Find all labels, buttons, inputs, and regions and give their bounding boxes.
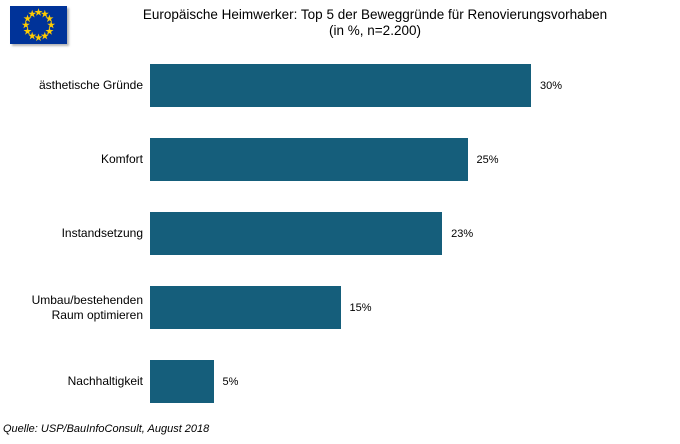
chart-title-line2: (in %, n=2.200) (329, 23, 421, 38)
bar-chart: ästhetische Gründe 30% Komfort 25% Instandse… (0, 64, 680, 403)
category-label: ästhetische Gründe (38, 78, 143, 92)
chart-row: ästhetische Gründe 30% (0, 64, 680, 107)
eu-flag-icon (10, 6, 67, 44)
category-label: Umbau/bestehenden Raum optimieren (31, 292, 143, 322)
bar (150, 212, 443, 255)
chart-title-line1: Europäische Heimwerker: Top 5 der Bewegg… (142, 7, 608, 22)
category-label: Nachhaltigkeit (67, 374, 143, 388)
chart-row: Instandsetzung 23% (0, 212, 680, 255)
bar (150, 138, 468, 181)
value-label: 15% (349, 301, 372, 314)
category-label: Instandsetzung (61, 226, 143, 240)
value-label: 5% (222, 375, 239, 388)
source-note: Quelle: USP/BauInfoConsult, August 2018 (3, 423, 210, 435)
chart-row: Nachhaltigkeit 5% (0, 360, 680, 403)
category-label: Komfort (100, 152, 143, 166)
chart-row: Umbau/bestehenden Raum optimieren 15% (0, 286, 680, 329)
value-label: 23% (451, 227, 474, 240)
chart-header: Europäische Heimwerker: Top 5 der Bewegg… (0, 0, 680, 46)
chart-row: Komfort 25% (0, 138, 680, 181)
bar (150, 286, 341, 329)
value-label: 30% (540, 79, 563, 92)
bar (150, 360, 214, 403)
chart-title: Europäische Heimwerker: Top 5 der Bewegg… (78, 0, 672, 38)
value-label: 25% (476, 153, 499, 166)
bar (150, 64, 531, 107)
